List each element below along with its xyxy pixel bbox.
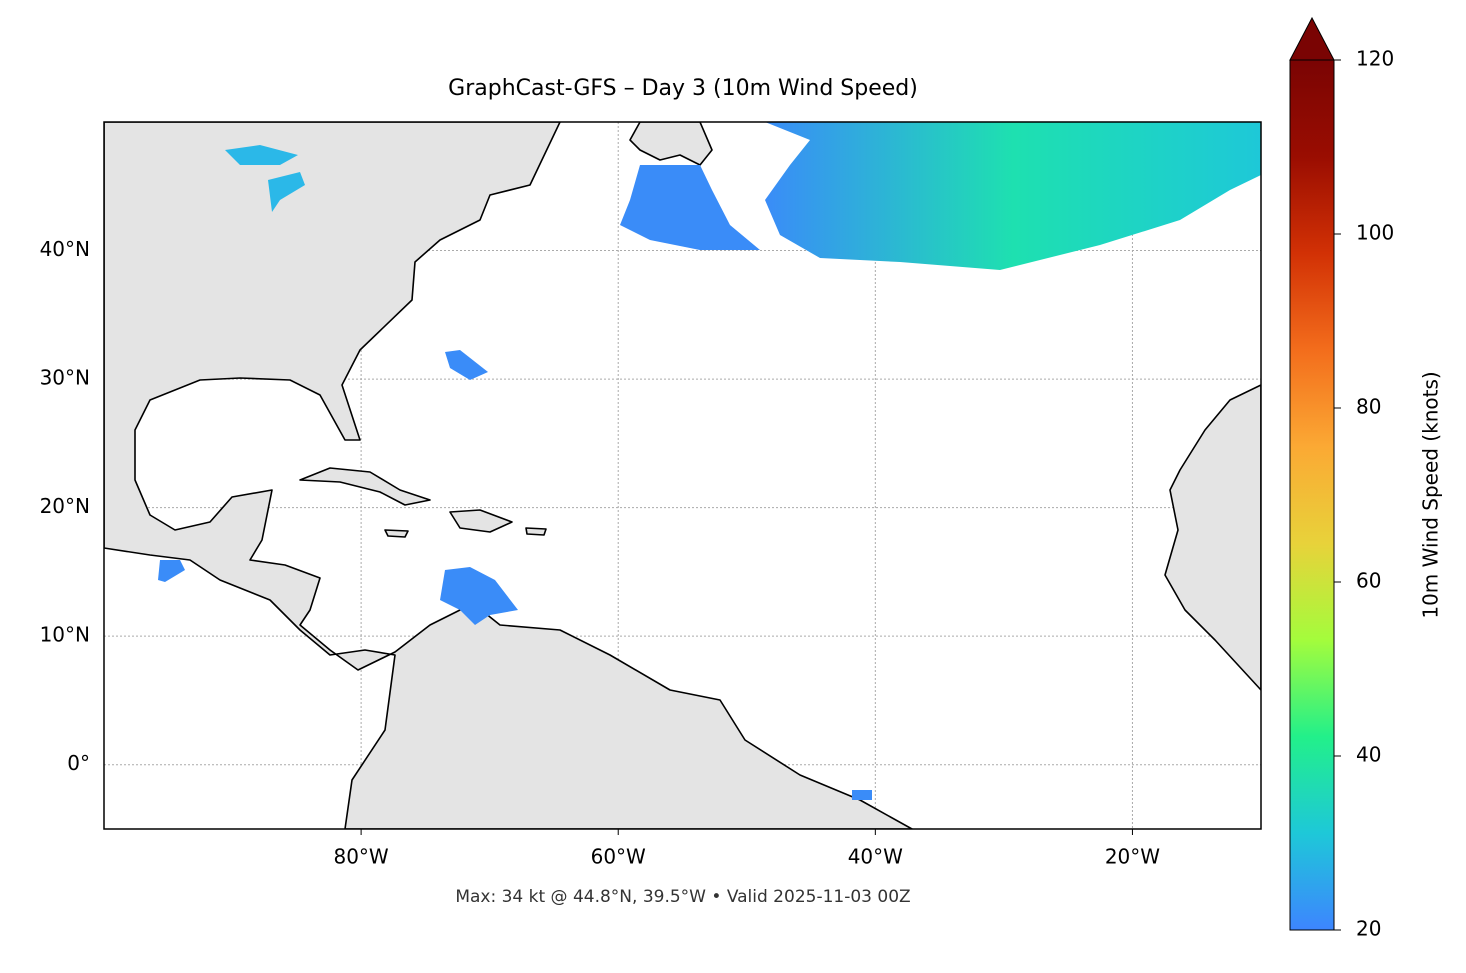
colorbar-tick-label: 120 [1356,47,1394,71]
y-tick-label: 30°N [40,366,90,390]
hispaniola [449,509,513,533]
colorbar-tick-label: 100 [1356,221,1394,245]
x-tick-label: 20°W [1105,845,1160,869]
x-tick-label: 40°W [848,845,903,869]
africa [1164,384,1261,691]
y-tick-label: 0° [67,751,90,775]
newfoundland [629,122,713,166]
x-tick-label: 60°W [591,845,646,869]
colorbar-tick-label: 80 [1356,395,1381,419]
wind-area [158,560,185,582]
map-area [104,122,1261,829]
colorbar-label: 10m Wind Speed (knots) [1419,371,1443,618]
x-tick-label: 80°W [333,845,388,869]
colorbar-tick-label: 60 [1356,569,1381,593]
colorbar-scale [1289,59,1335,931]
colorbar-tick-label: 40 [1356,743,1381,767]
wind-area [765,122,1261,270]
wind-area [445,350,488,380]
footnote: Max: 34 kt @ 44.8°N, 39.5°W • Valid 2025… [455,887,910,907]
jamaica [384,529,409,538]
wind-area [225,145,305,212]
y-tick-label: 10°N [40,623,90,647]
colorbar: 10m Wind Speed (knots) 20 40 60 80 100 120 [1289,16,1443,941]
cuba [299,467,431,506]
y-tick-label: 40°N [40,237,90,261]
wind-area [440,567,518,625]
colorbar-extend [1289,16,1335,61]
wind-area [620,165,760,250]
chart-title: GraphCast-GFS – Day 3 (10m Wind Speed) [448,76,918,101]
y-tick-label: 20°N [40,494,90,518]
puerto-rico [525,527,547,536]
colorbar-tick-label: 20 [1356,917,1381,941]
wind-area [852,790,872,800]
americas [104,122,913,829]
plot-frame [103,121,1262,830]
